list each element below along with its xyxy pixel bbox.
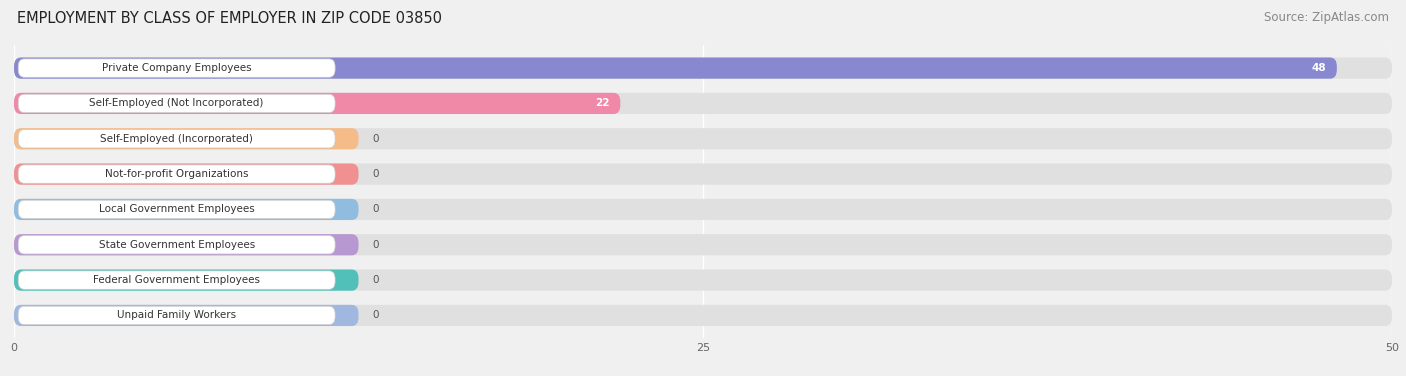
FancyBboxPatch shape: [14, 305, 359, 326]
Text: 0: 0: [373, 134, 378, 144]
FancyBboxPatch shape: [18, 130, 335, 148]
FancyBboxPatch shape: [14, 93, 620, 114]
Text: Federal Government Employees: Federal Government Employees: [93, 275, 260, 285]
FancyBboxPatch shape: [18, 59, 335, 77]
Text: 0: 0: [373, 169, 378, 179]
Text: Unpaid Family Workers: Unpaid Family Workers: [117, 311, 236, 320]
Text: 0: 0: [373, 205, 378, 214]
FancyBboxPatch shape: [14, 199, 359, 220]
Text: Local Government Employees: Local Government Employees: [98, 205, 254, 214]
FancyBboxPatch shape: [14, 270, 359, 291]
FancyBboxPatch shape: [14, 199, 1392, 220]
FancyBboxPatch shape: [14, 164, 1392, 185]
Text: Not-for-profit Organizations: Not-for-profit Organizations: [105, 169, 249, 179]
FancyBboxPatch shape: [14, 128, 1392, 149]
FancyBboxPatch shape: [18, 94, 335, 112]
Text: Self-Employed (Incorporated): Self-Employed (Incorporated): [100, 134, 253, 144]
Text: Self-Employed (Not Incorporated): Self-Employed (Not Incorporated): [90, 99, 264, 108]
Text: 48: 48: [1312, 63, 1326, 73]
FancyBboxPatch shape: [14, 270, 1392, 291]
FancyBboxPatch shape: [14, 305, 1392, 326]
FancyBboxPatch shape: [18, 200, 335, 218]
FancyBboxPatch shape: [18, 236, 335, 254]
Text: Private Company Employees: Private Company Employees: [101, 63, 252, 73]
FancyBboxPatch shape: [14, 58, 1337, 79]
FancyBboxPatch shape: [18, 271, 335, 289]
Text: EMPLOYMENT BY CLASS OF EMPLOYER IN ZIP CODE 03850: EMPLOYMENT BY CLASS OF EMPLOYER IN ZIP C…: [17, 11, 441, 26]
Text: 0: 0: [373, 311, 378, 320]
FancyBboxPatch shape: [14, 128, 359, 149]
FancyBboxPatch shape: [18, 306, 335, 324]
Text: 0: 0: [373, 240, 378, 250]
Text: 0: 0: [373, 275, 378, 285]
FancyBboxPatch shape: [14, 58, 1392, 79]
FancyBboxPatch shape: [14, 234, 359, 255]
FancyBboxPatch shape: [14, 234, 1392, 255]
Text: Source: ZipAtlas.com: Source: ZipAtlas.com: [1264, 11, 1389, 24]
Text: State Government Employees: State Government Employees: [98, 240, 254, 250]
FancyBboxPatch shape: [14, 164, 359, 185]
Text: 22: 22: [595, 99, 609, 108]
FancyBboxPatch shape: [18, 165, 335, 183]
FancyBboxPatch shape: [14, 93, 1392, 114]
